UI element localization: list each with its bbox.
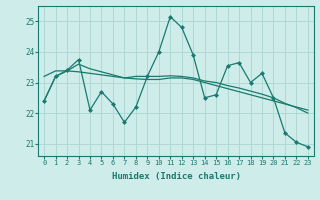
X-axis label: Humidex (Indice chaleur): Humidex (Indice chaleur) [111, 172, 241, 181]
